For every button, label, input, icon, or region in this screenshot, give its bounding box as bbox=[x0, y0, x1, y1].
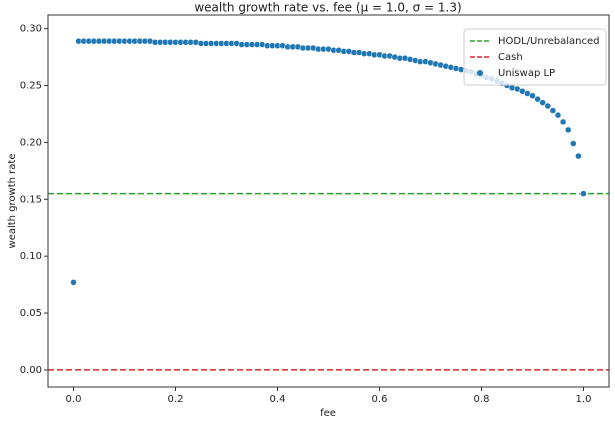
x-axis-label: fee bbox=[320, 408, 336, 419]
plot-frame bbox=[47, 14, 610, 388]
legend-swatch bbox=[477, 70, 483, 76]
y-axis-label: wealth growth rate bbox=[7, 154, 18, 249]
scatter-point bbox=[539, 99, 546, 106]
legend-label: Uniswap LP bbox=[498, 68, 555, 79]
scatter-point bbox=[575, 152, 582, 160]
x-tick-label: 0.4 bbox=[270, 394, 286, 405]
y-tick-label: 0.25 bbox=[20, 81, 42, 92]
scatter-point bbox=[580, 190, 587, 197]
x-tick-label: 0.2 bbox=[168, 394, 184, 405]
scatter-point bbox=[544, 102, 552, 110]
y-tick-label: 0.00 bbox=[20, 365, 42, 376]
scatter-point bbox=[554, 111, 562, 119]
scatter-point bbox=[549, 107, 557, 114]
scatter-point bbox=[570, 140, 577, 147]
legend-box bbox=[463, 28, 607, 86]
scatter-point bbox=[564, 126, 572, 134]
legend-label: Cash bbox=[498, 52, 523, 63]
legend-label: HODL/Unrebalanced bbox=[498, 36, 599, 47]
scatter-point bbox=[559, 118, 567, 126]
scatter-point bbox=[534, 95, 541, 103]
y-tick-label: 0.20 bbox=[20, 137, 42, 148]
x-tick-label: 0.0 bbox=[66, 394, 82, 405]
x-tick-label: 1.0 bbox=[576, 394, 592, 405]
scatter-point bbox=[529, 92, 536, 100]
y-tick-label: 0.05 bbox=[20, 308, 42, 319]
chart-title: wealth growth rate vs. fee (μ = 1.0, σ =… bbox=[194, 1, 461, 15]
y-tick-label: 0.30 bbox=[20, 24, 42, 35]
scatter-point bbox=[70, 279, 77, 286]
x-tick-label: 0.8 bbox=[474, 394, 490, 405]
y-tick-label: 0.15 bbox=[20, 194, 42, 205]
y-tick-label: 0.10 bbox=[20, 251, 42, 262]
x-tick-label: 0.6 bbox=[372, 394, 388, 405]
